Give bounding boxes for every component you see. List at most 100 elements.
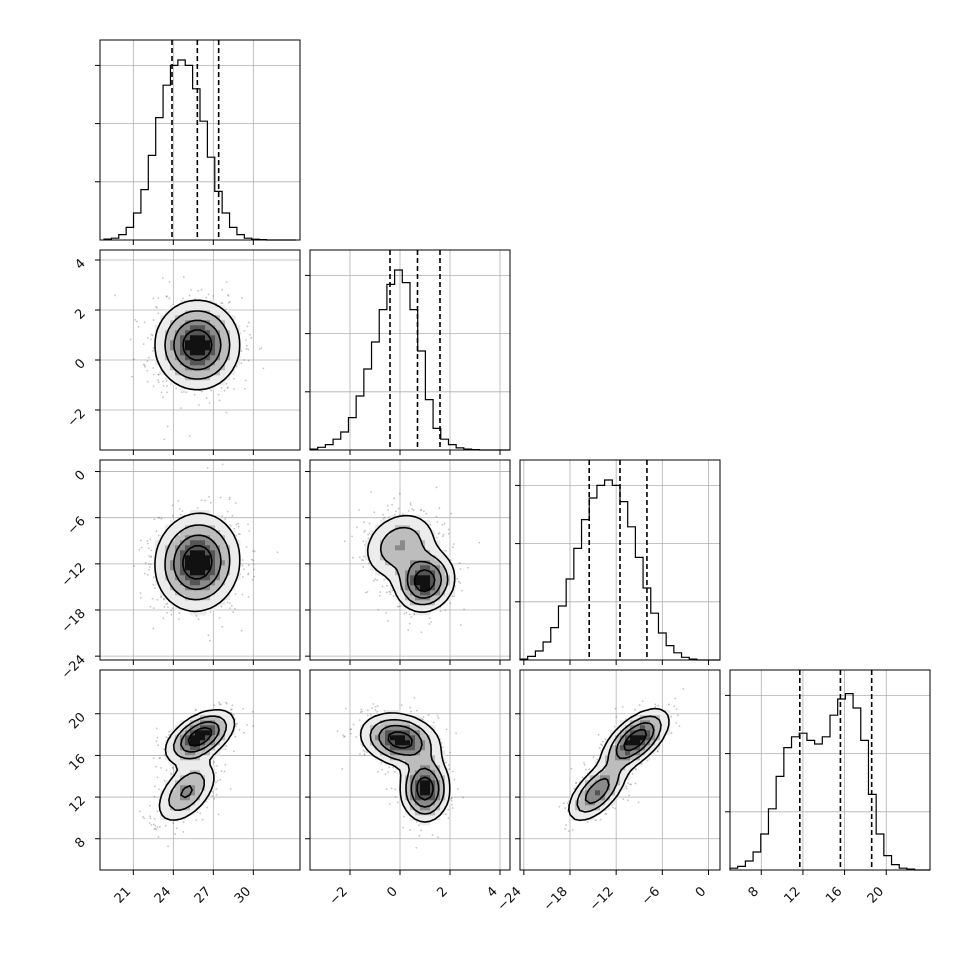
density-cell bbox=[220, 740, 226, 746]
sample-point bbox=[251, 558, 253, 561]
density-cell bbox=[230, 535, 236, 541]
density-cell bbox=[450, 590, 456, 596]
density-cell bbox=[205, 775, 211, 781]
sample-point bbox=[225, 382, 228, 385]
density-cell bbox=[210, 555, 216, 561]
density-cell bbox=[435, 565, 441, 571]
histogram-bar bbox=[753, 852, 761, 870]
density-cell bbox=[185, 790, 191, 796]
histogram-bar bbox=[126, 227, 133, 240]
density-cell bbox=[375, 530, 381, 536]
density-cell bbox=[205, 565, 211, 571]
sample-point bbox=[343, 540, 346, 543]
sample-point bbox=[154, 827, 157, 830]
sample-point bbox=[367, 537, 370, 540]
density-cell bbox=[225, 735, 231, 741]
density-cell bbox=[160, 545, 166, 551]
density-cell bbox=[200, 385, 206, 391]
density-cell bbox=[235, 545, 241, 551]
density-cell bbox=[185, 755, 191, 761]
density-cell bbox=[200, 600, 206, 606]
density-cell bbox=[175, 800, 181, 806]
sample-point bbox=[153, 518, 156, 521]
density-cell bbox=[430, 565, 436, 571]
density-cell bbox=[175, 520, 181, 526]
density-cell bbox=[155, 335, 161, 341]
sample-point bbox=[157, 373, 160, 376]
density-cell bbox=[195, 595, 201, 601]
sample-point bbox=[235, 723, 237, 725]
sample-point bbox=[230, 604, 233, 607]
density-cell bbox=[190, 355, 196, 361]
density-cell bbox=[425, 580, 431, 586]
density-cell bbox=[410, 520, 416, 526]
sample-point bbox=[225, 308, 227, 311]
density-cell bbox=[155, 550, 161, 556]
density-cell bbox=[405, 550, 411, 556]
density-cell bbox=[380, 565, 386, 571]
density-cell bbox=[165, 340, 171, 346]
density-cell bbox=[215, 580, 221, 586]
sample-point bbox=[373, 511, 376, 514]
density-cell bbox=[175, 750, 181, 756]
density-cell bbox=[190, 775, 196, 781]
density-cell bbox=[165, 590, 171, 596]
density-cell bbox=[160, 810, 166, 816]
sample-point bbox=[156, 306, 158, 309]
density-cell bbox=[165, 550, 171, 556]
density-cell bbox=[190, 360, 196, 366]
density-cell bbox=[185, 740, 191, 746]
density-cell bbox=[420, 535, 426, 541]
sample-point bbox=[408, 613, 411, 616]
density-cell bbox=[425, 555, 431, 561]
density-cell bbox=[170, 345, 176, 351]
sample-point bbox=[449, 602, 452, 605]
density-cell bbox=[210, 540, 216, 546]
density-cell bbox=[415, 565, 421, 571]
sample-point bbox=[450, 512, 453, 515]
sample-point bbox=[233, 387, 235, 390]
sample-point bbox=[233, 607, 236, 610]
sample-point bbox=[208, 639, 211, 642]
sample-point bbox=[378, 594, 381, 597]
density-cell bbox=[200, 580, 206, 586]
sample-point bbox=[223, 770, 226, 773]
sample-point bbox=[134, 318, 136, 321]
contour-line bbox=[379, 526, 449, 606]
sample-point bbox=[216, 764, 218, 767]
density-cell bbox=[160, 800, 166, 806]
density-cell bbox=[195, 765, 201, 771]
sample-point bbox=[166, 425, 169, 428]
density-cell bbox=[195, 600, 201, 606]
density-cell bbox=[170, 520, 176, 526]
sample-point bbox=[165, 295, 168, 298]
x-tick-label: 30 bbox=[232, 884, 254, 906]
density-cell bbox=[400, 595, 406, 601]
density-cell bbox=[205, 530, 211, 536]
density-cell bbox=[225, 360, 231, 366]
sample-point bbox=[168, 281, 171, 283]
density-cell bbox=[430, 590, 436, 596]
density-cell bbox=[170, 595, 176, 601]
contour-line bbox=[366, 514, 456, 613]
density-cell bbox=[390, 560, 396, 566]
density-cell bbox=[200, 545, 206, 551]
sample-point bbox=[381, 585, 384, 588]
density-cell bbox=[390, 530, 396, 536]
density-cell bbox=[375, 550, 381, 556]
sample-point bbox=[364, 529, 366, 532]
sample-point bbox=[247, 359, 250, 362]
density-cell bbox=[235, 360, 241, 366]
sample-point bbox=[245, 347, 248, 350]
sample-point bbox=[195, 819, 198, 822]
density-cell bbox=[425, 565, 431, 571]
density-cell bbox=[220, 340, 226, 346]
density-cell bbox=[425, 585, 431, 591]
sample-point bbox=[409, 706, 412, 709]
sample-point bbox=[345, 707, 347, 710]
density-cell bbox=[210, 600, 216, 606]
sample-point bbox=[228, 602, 231, 605]
density-cell bbox=[190, 805, 196, 811]
density-cell bbox=[200, 770, 206, 776]
